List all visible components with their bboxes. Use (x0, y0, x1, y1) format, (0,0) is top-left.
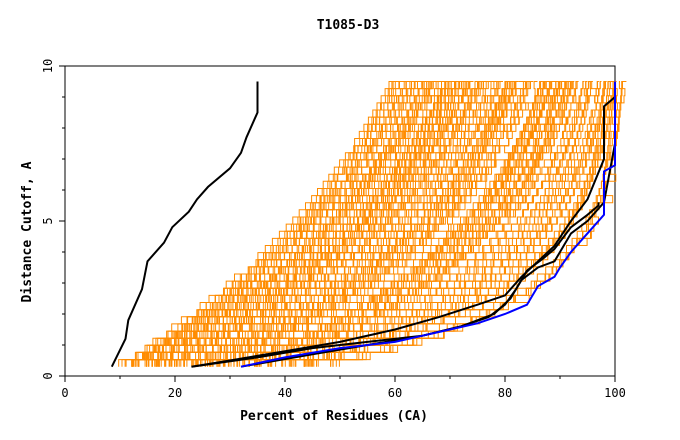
background-model-line (124, 81, 400, 367)
x-tick-label: 60 (388, 386, 402, 400)
background-model-line (330, 81, 612, 367)
x-tick-label: 0 (61, 386, 68, 400)
x-axis-ticks: 0 20 40 60 80 100 (61, 376, 626, 400)
background-model-line (288, 81, 577, 367)
y-tick-label: 10 (41, 59, 55, 73)
background-model-line (192, 81, 496, 367)
background-model-line (178, 81, 474, 367)
background-model-line (219, 81, 517, 367)
background-model-line (138, 81, 419, 367)
x-axis-label: Percent of Residues (CA) (240, 409, 428, 424)
background-model-lines (118, 81, 627, 367)
background-model-line (293, 81, 585, 367)
background-model-line (223, 81, 529, 367)
x-tick-label: 40 (278, 386, 292, 400)
background-model-line (200, 81, 502, 367)
highlighted-model-line-5 (240, 81, 616, 368)
background-model-line (157, 81, 430, 367)
background-model-line (303, 81, 589, 367)
y-tick-label: 5 (41, 217, 55, 224)
background-model-line (332, 81, 627, 367)
highlighted-model-line-1 (110, 81, 259, 368)
x-tick-label: 20 (168, 386, 182, 400)
highlighted-model-lines (110, 81, 616, 368)
y-axis-label: Distance Cutoff, A (20, 161, 35, 302)
background-model-line (271, 81, 571, 367)
background-model-line (255, 81, 548, 367)
y-axis-ticks: 0 5 10 (41, 59, 65, 380)
highlighted-model-line-2 (191, 81, 616, 368)
background-model-line (311, 81, 602, 367)
x-tick-label: 100 (604, 386, 626, 400)
background-model-line (192, 81, 487, 367)
x-tick-label: 80 (498, 386, 512, 400)
chart-title: T1085-D3 (317, 18, 380, 33)
y-tick-label: 0 (41, 372, 55, 379)
